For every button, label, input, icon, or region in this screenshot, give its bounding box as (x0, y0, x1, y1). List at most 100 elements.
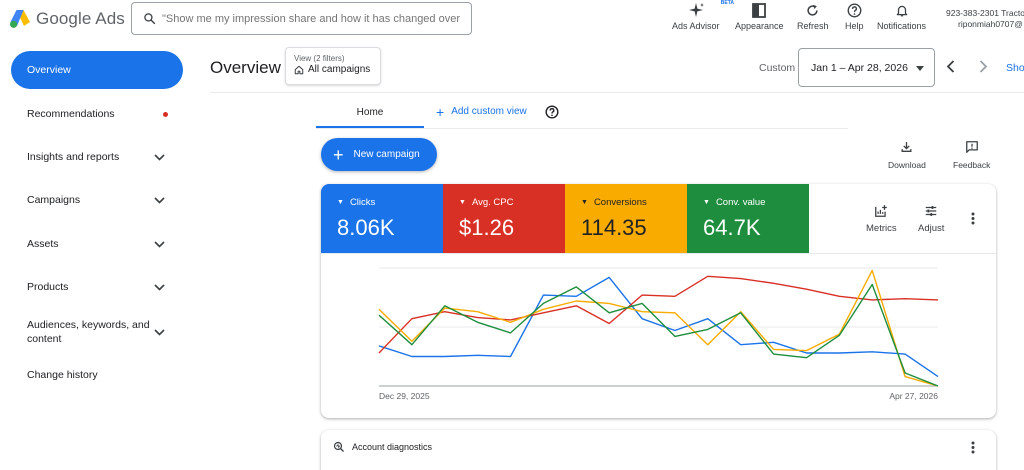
download-button[interactable]: Download (888, 140, 926, 170)
series-line-avg-cpc (378, 275, 939, 354)
view-filter-button[interactable]: View (2 filters) All campaigns (285, 47, 381, 85)
tab-add-custom-view[interactable]: + Add custom view (436, 103, 527, 120)
adjust-button[interactable]: Adjust (918, 204, 944, 234)
top-bar: Google Ads BETA Ads Advisor Appearance R… (0, 0, 1024, 38)
more-options-icon[interactable] (971, 212, 975, 225)
view-filters-count: View (2 filters) (294, 54, 345, 63)
appearance-icon (752, 2, 767, 18)
account-info[interactable]: 923-383-2301 Tracto riponmiah0707@ (946, 8, 1024, 30)
chevron-down-icon (154, 153, 165, 161)
date-range-picker[interactable]: Jan 1 – Apr 28, 2026 (798, 48, 935, 87)
metric-value: 64.7K (703, 215, 761, 240)
performance-card: ▼ Clicks 8.06K ▼ Avg. CPC $1.26 ▼ Conversio… (321, 184, 996, 418)
appearance-label: Appearance (735, 21, 784, 31)
ads-advisor-button[interactable]: BETA Ads Advisor (672, 0, 734, 31)
account-diagnostics-card[interactable]: Account diagnostics (321, 430, 996, 470)
new-campaign-label: New campaign (353, 149, 420, 160)
chevron-right-icon[interactable] (979, 60, 988, 73)
metrics-icon (875, 205, 888, 217)
card-divider (321, 253, 996, 254)
sidebar-item-assets[interactable]: Assets (11, 237, 183, 251)
adjust-icon (925, 206, 937, 216)
sidebar-item-products[interactable]: Products (11, 280, 183, 294)
sidebar-item-label: Audiences, keywords, and content (27, 319, 150, 345)
metric-value: 114.35 (581, 215, 647, 240)
sidebar: Overview Recommendations Insights and re… (0, 38, 210, 470)
diagnostics-icon (333, 441, 344, 452)
metric-label: Avg. CPC (471, 197, 514, 208)
account-id: 923-383-2301 Tracto (946, 8, 1024, 18)
home-icon (294, 65, 304, 74)
metrics-button[interactable]: Metrics (866, 204, 897, 234)
ads-advisor-label: Ads Advisor (672, 21, 720, 31)
sidebar-item-label: Insights and reports (27, 151, 120, 163)
metric-value: $1.26 (459, 215, 515, 240)
feedback-button[interactable]: Feedback (953, 140, 990, 170)
dropdown-arrow-icon: ▼ (459, 199, 466, 206)
chevron-down-icon (154, 196, 165, 204)
series-line-conv-value (378, 283, 939, 387)
sidebar-item-audiences[interactable]: Audiences, keywords, and content (11, 318, 183, 346)
metric-label: Clicks (349, 197, 376, 208)
google-ads-logo-icon (10, 10, 30, 28)
show-button[interactable]: Sho (1006, 62, 1024, 74)
x-tick-label-start: Dec 29, 2025 (379, 391, 430, 401)
notifications-label: Notifications (877, 21, 927, 31)
metric-label: Conversions (593, 197, 647, 208)
notifications-button[interactable]: Notifications (877, 2, 926, 31)
appearance-button[interactable]: Appearance (735, 2, 784, 31)
search-input[interactable] (162, 12, 462, 25)
account-email: riponmiah0707@ (958, 19, 1023, 29)
help-icon[interactable] (545, 105, 559, 119)
sidebar-item-label: Assets (27, 238, 59, 250)
performance-chart: Dec 29, 2025 Apr 27, 2026 (378, 267, 939, 401)
tab-add-label: Add custom view (451, 106, 527, 117)
metrics-label: Metrics (866, 223, 897, 234)
dropdown-arrow-icon (916, 66, 924, 71)
sidebar-item-label: Change history (27, 369, 98, 381)
refresh-label: Refresh (797, 21, 829, 31)
metric-tile-avg-cpc[interactable]: ▼ Avg. CPC $1.26 (443, 184, 565, 253)
bell-icon (896, 5, 907, 16)
refresh-button[interactable]: Refresh (797, 2, 829, 31)
search-icon (144, 13, 156, 25)
help-button[interactable]: Help (845, 2, 864, 31)
page-title: Overview (210, 58, 281, 77)
chevron-left-icon[interactable] (946, 60, 955, 73)
plus-icon: + (436, 103, 445, 120)
series-line-conversions (378, 269, 939, 387)
search-bar[interactable] (131, 2, 472, 35)
sidebar-item-label: Recommendations (27, 108, 115, 120)
metric-tile-conv-value[interactable]: ▼ Conv. value 64.7K (687, 184, 809, 253)
chevron-down-icon (154, 240, 165, 248)
sidebar-item-insights[interactable]: Insights and reports (11, 150, 183, 164)
metric-tile-conversions[interactable]: ▼ Conversions 114.35 (565, 184, 687, 253)
sidebar-item-recommendations[interactable]: Recommendations (11, 107, 183, 121)
adjust-label: Adjust (918, 223, 945, 234)
feedback-icon (965, 141, 978, 153)
google-ads-logo[interactable]: Google Ads (9, 8, 125, 30)
sparkle-icon (688, 3, 704, 17)
dropdown-arrow-icon: ▼ (581, 199, 588, 206)
new-campaign-button[interactable]: + New campaign (321, 138, 437, 171)
more-options-icon[interactable] (971, 441, 975, 454)
header-divider (210, 92, 1024, 93)
help-icon (847, 3, 862, 17)
sidebar-item-campaigns[interactable]: Campaigns (11, 193, 183, 207)
feedback-label: Feedback (953, 160, 991, 170)
tab-home[interactable]: Home (316, 100, 424, 128)
metric-tile-clicks[interactable]: ▼ Clicks 8.06K (321, 184, 443, 253)
view-scope: All campaigns (308, 64, 371, 75)
sidebar-item-label: Overview (27, 64, 71, 76)
sidebar-item-label: Campaigns (27, 194, 81, 206)
chevron-down-icon (154, 283, 165, 291)
date-range-value: Jan 1 – Apr 28, 2026 (811, 61, 908, 74)
chevron-down-icon (154, 328, 165, 336)
notification-dot (163, 111, 168, 117)
sidebar-item-label: Products (27, 281, 69, 293)
help-label: Help (845, 21, 864, 31)
diagnostics-title: Account diagnostics (352, 442, 433, 452)
beta-badge: BETA (720, 0, 735, 6)
sidebar-item-overview[interactable]: Overview (11, 51, 183, 89)
sidebar-item-change-history[interactable]: Change history (11, 368, 183, 382)
